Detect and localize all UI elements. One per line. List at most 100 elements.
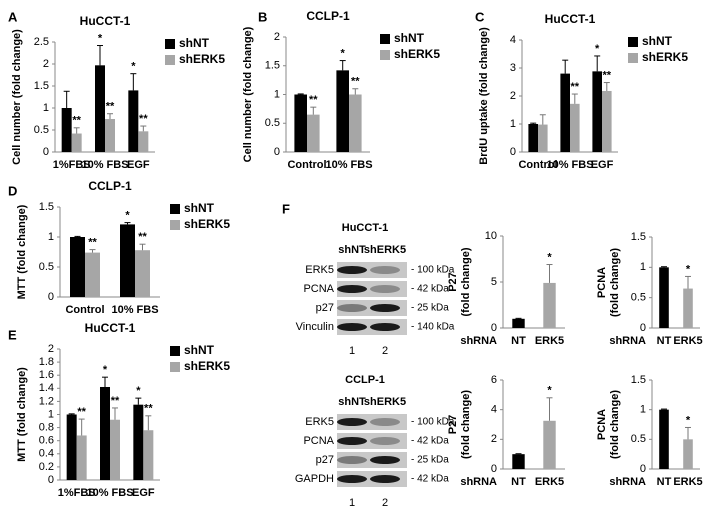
protein-label: Vinculin	[296, 321, 334, 333]
error-bar	[603, 82, 610, 91]
blot-band	[370, 475, 400, 483]
lane-label: shERK5	[364, 396, 406, 408]
y-axis-label: PCNA	[596, 409, 608, 440]
x-axis-label: shRNA	[609, 335, 646, 347]
x-tick-label: EGF	[132, 487, 155, 499]
x-tick-label: ERK5	[535, 335, 564, 347]
legend-label: shERK5	[394, 47, 440, 61]
y-tick-label: 1	[640, 404, 646, 416]
error-bar	[562, 59, 569, 74]
error-bar	[139, 243, 146, 251]
legend-swatch	[170, 204, 180, 214]
lane-label: shNT	[338, 396, 366, 408]
panel-letter: F	[282, 201, 290, 216]
x-axis-label: shRNA	[609, 476, 646, 488]
x-tick-label: 10% FBS	[86, 487, 133, 499]
error-bar	[530, 122, 537, 124]
error-bar	[571, 93, 578, 104]
y-tick-label: 0	[491, 322, 497, 334]
error-bar	[102, 376, 108, 387]
error-bar	[546, 264, 553, 283]
legend-swatch	[170, 346, 180, 356]
legend-swatch	[380, 50, 390, 60]
significance: *	[341, 47, 346, 59]
marker-label: - 100 kDa	[411, 417, 455, 428]
legend-swatch	[170, 220, 180, 230]
legend-swatch	[170, 362, 180, 372]
bar	[543, 282, 556, 328]
blot-band	[370, 304, 400, 312]
y-tick-label: 0	[43, 146, 49, 158]
x-tick-label: NT	[657, 476, 672, 488]
significance: **	[571, 81, 580, 93]
y-tick-label: 0	[274, 146, 280, 158]
error-bar	[107, 113, 113, 119]
y-tick-label: 4	[491, 404, 497, 416]
blot-band	[370, 418, 400, 426]
bar	[100, 386, 110, 480]
y-tick-label: 0.2	[39, 461, 54, 473]
y-tick-label: 0	[491, 463, 497, 475]
error-bar	[546, 397, 553, 421]
y-axis-label: (fold change)	[460, 390, 472, 459]
y-tick-label: 2	[43, 58, 49, 70]
error-bar	[685, 426, 691, 440]
significance: *	[547, 385, 552, 397]
legend-label: shERK5	[184, 359, 230, 373]
blot-band	[370, 456, 400, 464]
blot-band	[337, 418, 367, 426]
bar	[683, 439, 693, 469]
x-tick-label: ERK5	[673, 476, 702, 488]
error-bar	[63, 90, 70, 108]
x-tick-label: NT	[511, 476, 526, 488]
protein-label: ERK5	[305, 416, 334, 428]
legend-label: shNT	[184, 343, 215, 357]
blot-band	[370, 266, 400, 274]
legend-swatch	[628, 53, 638, 63]
x-tick-label: NT	[511, 335, 526, 347]
bar	[66, 414, 77, 480]
significance: *	[125, 210, 130, 222]
bar	[110, 419, 120, 480]
bar	[128, 90, 139, 152]
blot-title: HuCCT-1	[342, 222, 388, 234]
significance: **	[77, 406, 86, 418]
marker-label: - 100 kDa	[411, 265, 455, 276]
lane-label: shERK5	[364, 244, 406, 256]
bar	[683, 288, 693, 328]
bar	[294, 94, 307, 152]
blot-band	[337, 266, 367, 274]
y-tick-label: 1	[48, 231, 54, 243]
significance: **	[138, 231, 147, 243]
y-tick-label: 0.5	[631, 433, 646, 445]
x-axis-label: shRNA	[460, 335, 497, 347]
significance: **	[72, 115, 81, 127]
significance: *	[98, 32, 103, 44]
y-tick-label: 0.5	[39, 261, 54, 273]
blot-band	[337, 323, 367, 331]
y-axis-label: BrdU uptake (fold change)	[478, 27, 490, 165]
legend-label: shERK5	[184, 217, 230, 231]
error-bar	[661, 408, 667, 410]
y-tick-label: 1.4	[39, 382, 54, 394]
error-bar	[68, 413, 75, 415]
bar	[560, 73, 570, 152]
y-tick-label: 1.5	[34, 80, 49, 92]
y-tick-label: 1.5	[631, 231, 646, 243]
legend-swatch	[628, 37, 638, 47]
y-tick-label: 0	[640, 322, 646, 334]
y-axis-label: PCNA	[596, 267, 608, 298]
bar	[336, 70, 349, 152]
y-tick-label: 1	[510, 118, 516, 130]
significance: **	[309, 94, 318, 106]
y-axis-label: (fold change)	[609, 248, 621, 317]
error-bar	[97, 45, 103, 66]
significance: *	[686, 414, 691, 426]
bar	[138, 131, 149, 152]
bar	[659, 409, 669, 469]
x-tick-label: 10% FBS	[546, 159, 593, 171]
chart-title: HuCCT-1	[85, 321, 136, 335]
x-axis-label: shRNA	[460, 476, 497, 488]
significance: **	[603, 69, 612, 81]
bar	[602, 90, 612, 152]
